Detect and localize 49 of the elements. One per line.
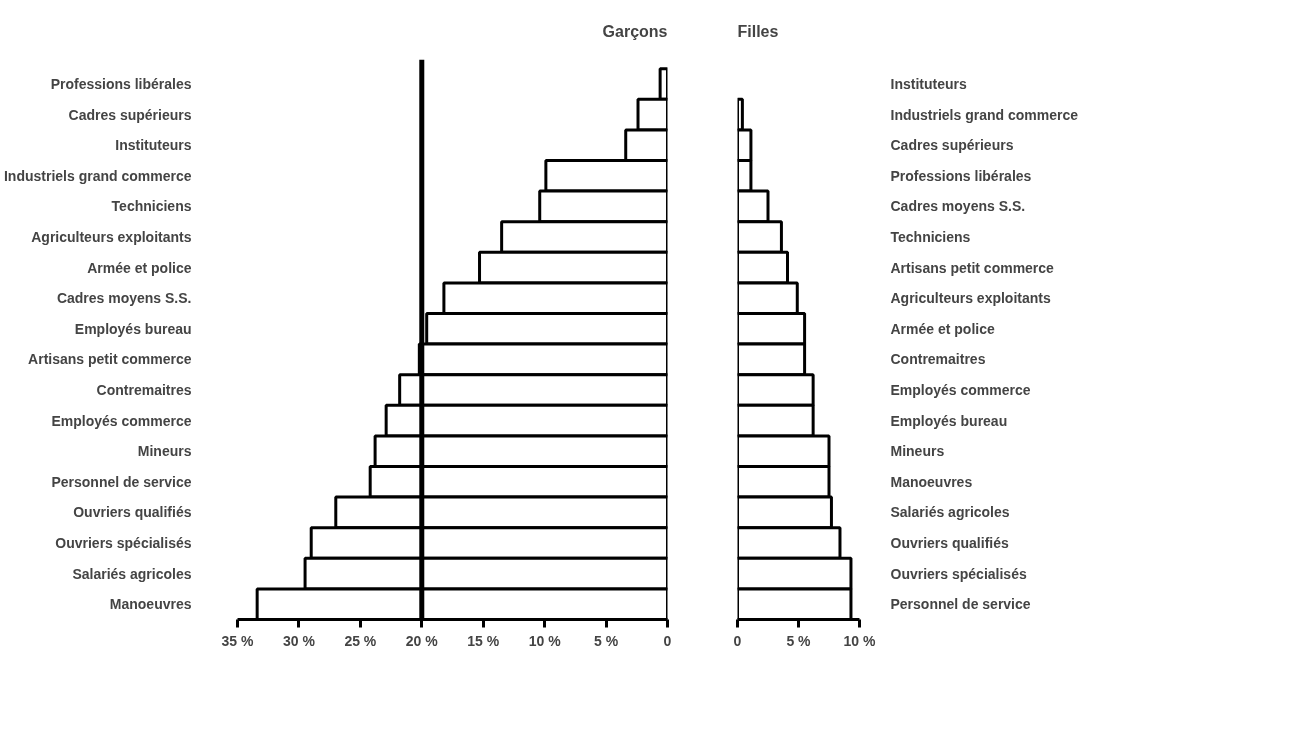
x-tick-label: 30 %	[282, 632, 316, 649]
y-tick-label: Ouvriers qualifiés	[73, 504, 192, 521]
x-tick-label: 0	[663, 632, 672, 649]
y-tick-label: Professions libérales	[890, 167, 1032, 184]
y-tick-label: Ouvriers qualifiés	[890, 535, 1009, 551]
y-tick-label: Armée et police	[890, 320, 995, 337]
y-tick-label: Instituteurs	[115, 137, 192, 154]
y-tick-label: Professions libérales	[50, 75, 192, 92]
y-tick-label: Personnel de service	[890, 596, 1031, 613]
y-tick-label: Ouvriers spécialisés	[55, 535, 192, 551]
x-tick-label: 10 %	[843, 632, 877, 649]
x-tick-label: 10 %	[528, 632, 562, 649]
y-tick-label: Contremaitres	[96, 381, 192, 398]
y-tick-label: Contremaitres	[890, 351, 986, 368]
y-tick-label: Employés bureau	[74, 320, 192, 337]
y-tick-label: Instituteurs	[890, 75, 967, 92]
y-tick-label: Techniciens	[111, 198, 192, 215]
y-tick-label: Salariés agricoles	[890, 504, 1010, 521]
x-tick-label: 0	[733, 632, 742, 649]
y-tick-label: Manoeuvres	[890, 473, 973, 490]
x-tick-label: 35 %	[221, 632, 255, 649]
y-tick-label: Techniciens	[890, 228, 971, 245]
y-tick-label: Manoeuvres	[109, 596, 192, 613]
y-tick-label: Personnel de service	[51, 473, 192, 490]
y-tick-label: Agriculteurs exploitants	[890, 290, 1051, 307]
x-tick-label: 25 %	[344, 632, 377, 649]
y-tick-label: Artisans petit commerce	[890, 259, 1055, 276]
y-tick-label: Employés bureau	[890, 412, 1008, 429]
y-tick-label: Salariés agricoles	[72, 565, 192, 582]
y-tick-label: Armée et police	[87, 259, 192, 276]
y-tick-label: Mineurs	[137, 443, 192, 460]
y-tick-label: Cadres supérieurs	[890, 137, 1014, 154]
y-tick-label: Cadres supérieurs	[68, 106, 192, 123]
y-tick-label: Cadres moyens S.S.	[890, 198, 1026, 215]
y-tick-label: Cadres moyens S.S.	[56, 290, 192, 307]
y-tick-label: Artisans petit commerce	[28, 351, 192, 368]
y-tick-label: Employés commerce	[51, 412, 192, 429]
chart-title: Garçons	[602, 22, 668, 40]
y-tick-label: Agriculteurs exploitants	[31, 228, 192, 245]
x-tick-label: 5 %	[786, 632, 812, 649]
x-tick-label: 15 %	[467, 632, 500, 649]
y-tick-label: Ouvriers spécialisés	[890, 565, 1027, 582]
y-tick-label: Industriels grand commerce	[890, 106, 1079, 123]
x-tick-label: 5 %	[594, 632, 619, 649]
y-tick-label: Industriels grand commerce	[4, 167, 192, 184]
y-tick-label: Employés commerce	[890, 381, 1031, 398]
chart-title: Filles	[737, 22, 779, 40]
x-tick-label: 20 %	[405, 632, 439, 649]
y-tick-label: Mineurs	[890, 443, 945, 460]
